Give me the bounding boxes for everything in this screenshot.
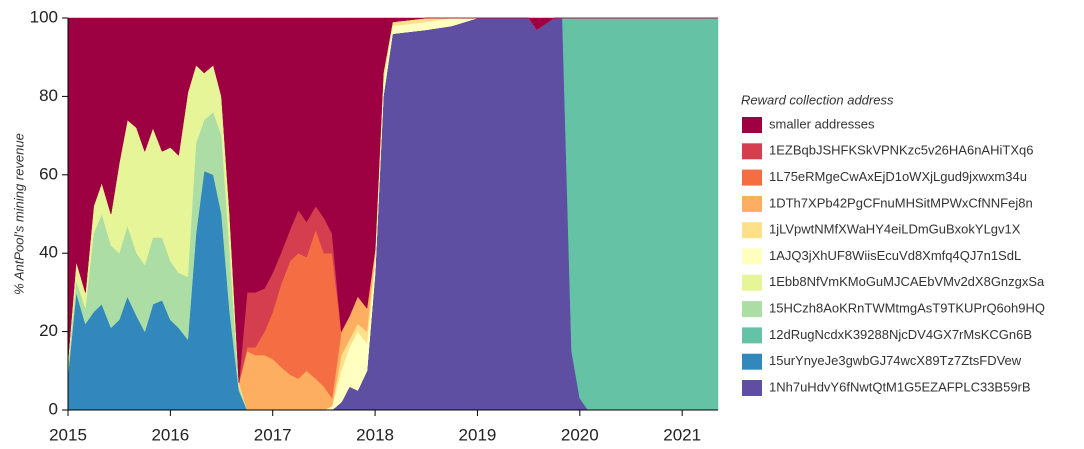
legend-swatch xyxy=(742,169,762,186)
x-tick-label: 2015 xyxy=(49,425,87,444)
legend-label: 1AJQ3jXhUF8WiisEcuVd8Xmfq4QJ7n1SdL xyxy=(769,248,1021,263)
x-tick-label: 2016 xyxy=(151,425,189,444)
legend-label: 12dRugNcdxK39288NjcDV4GX7rMsKCGn6B xyxy=(769,327,1032,342)
x-tick-label: 2017 xyxy=(254,425,292,444)
legend-label: 1jLVpwtNMfXWaHY4eiLDmGuBxokYLgv1X xyxy=(769,222,1021,237)
legend-label: 15HCzh8AoKRnTWMtmgAsT9TKUPrQ6oh9HQ xyxy=(769,301,1045,316)
legend-label: 1Nh7uHdvY6fNwtQtM1G5EZAFPLC33B59rB xyxy=(769,379,1031,394)
y-tick-label: 20 xyxy=(39,321,58,340)
legend-title: Reward collection address xyxy=(741,92,894,107)
legend-label: 1L75eRMgeCwAxEjD1oWXjLgud9jxwxm34u xyxy=(769,169,1027,184)
x-tick-label: 2020 xyxy=(561,425,599,444)
y-tick-label: 80 xyxy=(39,86,58,105)
legend-label: 15urYnyeJe3gwbGJ74wcX89Tz7ZtsFDVew xyxy=(769,353,1022,368)
legend-label: 1DTh7XPb42PgCFnuMHSitMPWxCfNNFej8n xyxy=(769,195,1033,210)
legend-swatch xyxy=(742,327,762,344)
area xyxy=(67,17,718,383)
legend-swatch xyxy=(742,380,762,396)
legend-swatch xyxy=(742,301,762,318)
x-tick-label: 2018 xyxy=(356,425,394,444)
legend-swatch xyxy=(742,143,762,160)
y-tick-label: 100 xyxy=(30,7,58,26)
y-tick-label: 0 xyxy=(49,399,58,418)
legend-label: smaller addresses xyxy=(769,116,875,131)
legend-swatch xyxy=(742,117,762,133)
legend-swatch xyxy=(742,353,762,370)
legend-swatch xyxy=(742,248,762,265)
x-tick-label: 2019 xyxy=(459,425,497,444)
x-tick-label: 2021 xyxy=(663,425,701,444)
legend-swatch xyxy=(742,222,762,239)
y-axis-label: % AntPool's mining revenue xyxy=(11,133,26,295)
y-tick-label: 40 xyxy=(39,243,58,262)
legend-swatch xyxy=(742,274,762,291)
legend-label: 1Ebb8NfVmKMoGuMJCAEbVMv2dX8GnzgxSa xyxy=(769,274,1045,289)
y-tick-label: 60 xyxy=(39,164,58,183)
legend-label: 1EZBqbJSHFKSkVPNKzc5v26HA6nAHiTXq6 xyxy=(769,143,1033,158)
legend-swatch xyxy=(742,195,762,212)
